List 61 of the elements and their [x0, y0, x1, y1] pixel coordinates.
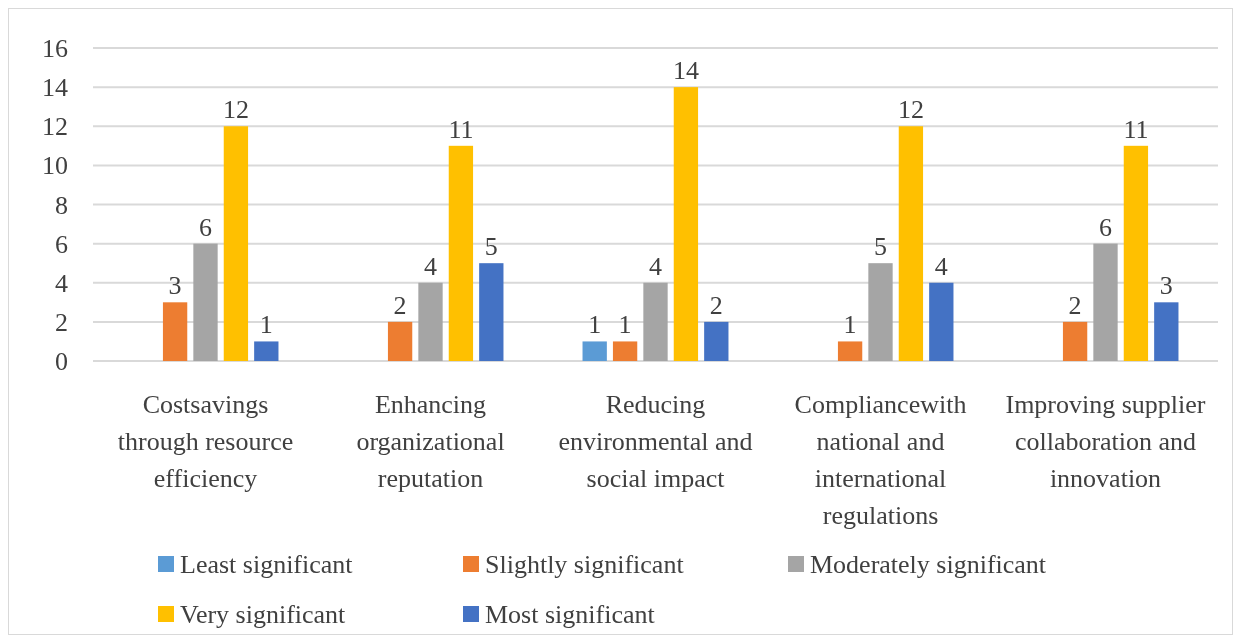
- y-tick-label: 16: [42, 34, 68, 64]
- bar: [1093, 243, 1118, 361]
- data-label: 4: [424, 251, 437, 281]
- data-label: 2: [393, 290, 407, 320]
- data-label: 1: [618, 310, 632, 340]
- bar: [387, 321, 413, 361]
- y-tick-label: 2: [55, 307, 68, 337]
- data-label: 11: [448, 114, 474, 144]
- data-label: 12: [222, 95, 249, 125]
- data-label: 4: [934, 251, 948, 281]
- data-label: 5: [874, 232, 887, 262]
- bar: [479, 263, 504, 361]
- legend-label: Moderately significant: [810, 550, 1047, 580]
- data-label: 1: [588, 310, 602, 340]
- bar: [254, 341, 279, 361]
- data-label: 3: [1159, 271, 1173, 301]
- x-tick-label: Enhancing organizational reputation: [356, 390, 505, 493]
- bar: [223, 126, 249, 361]
- data-label: 6: [199, 212, 212, 242]
- data-label: 11: [1123, 114, 1149, 144]
- bar: [837, 341, 863, 361]
- data-label: 6: [1099, 212, 1112, 242]
- y-tick-label: 6: [55, 229, 68, 259]
- x-tick-label: Compliancewith national and international regulations: [794, 390, 967, 530]
- bar: [448, 145, 474, 361]
- bar: [162, 302, 188, 361]
- x-tick-label: Improving supplier collaboration and innovation: [1005, 390, 1206, 493]
- legend-label: Most significant: [485, 600, 656, 630]
- bar: [612, 341, 638, 361]
- bar: [418, 282, 443, 361]
- bar: [929, 282, 954, 361]
- bar: [868, 263, 893, 361]
- x-tick-label: Costsavings through resource efficiency: [117, 390, 294, 493]
- bar: [582, 341, 607, 361]
- data-label: 4: [649, 251, 662, 281]
- bar: [673, 87, 699, 361]
- x-tick-label: Reducing environmental and social impact: [558, 390, 753, 493]
- y-tick-label: 4: [55, 268, 68, 298]
- bar: [898, 126, 924, 361]
- legend-label: Very significant: [180, 600, 347, 630]
- legend-label: Least significant: [180, 550, 354, 580]
- bar: [704, 321, 729, 361]
- data-label: 14: [672, 56, 699, 86]
- bar: [643, 282, 668, 361]
- bar: [1062, 321, 1088, 361]
- bar: [1154, 302, 1179, 361]
- y-tick-label: 10: [42, 151, 68, 181]
- legend-label: Slightly significant: [485, 550, 685, 580]
- bar: [193, 243, 218, 361]
- bar: [1123, 145, 1149, 361]
- y-tick-label: 14: [42, 73, 68, 103]
- y-tick-label: 0: [55, 347, 68, 377]
- data-label: 3: [168, 271, 182, 301]
- y-tick-label: 8: [55, 190, 68, 220]
- data-label: 1: [259, 310, 273, 340]
- data-label: 1: [843, 310, 857, 340]
- data-label: 2: [1068, 290, 1082, 320]
- y-tick-label: 12: [42, 112, 68, 142]
- data-label: 2: [709, 290, 723, 320]
- data-label: 12: [897, 95, 924, 125]
- data-label: 5: [484, 232, 498, 262]
